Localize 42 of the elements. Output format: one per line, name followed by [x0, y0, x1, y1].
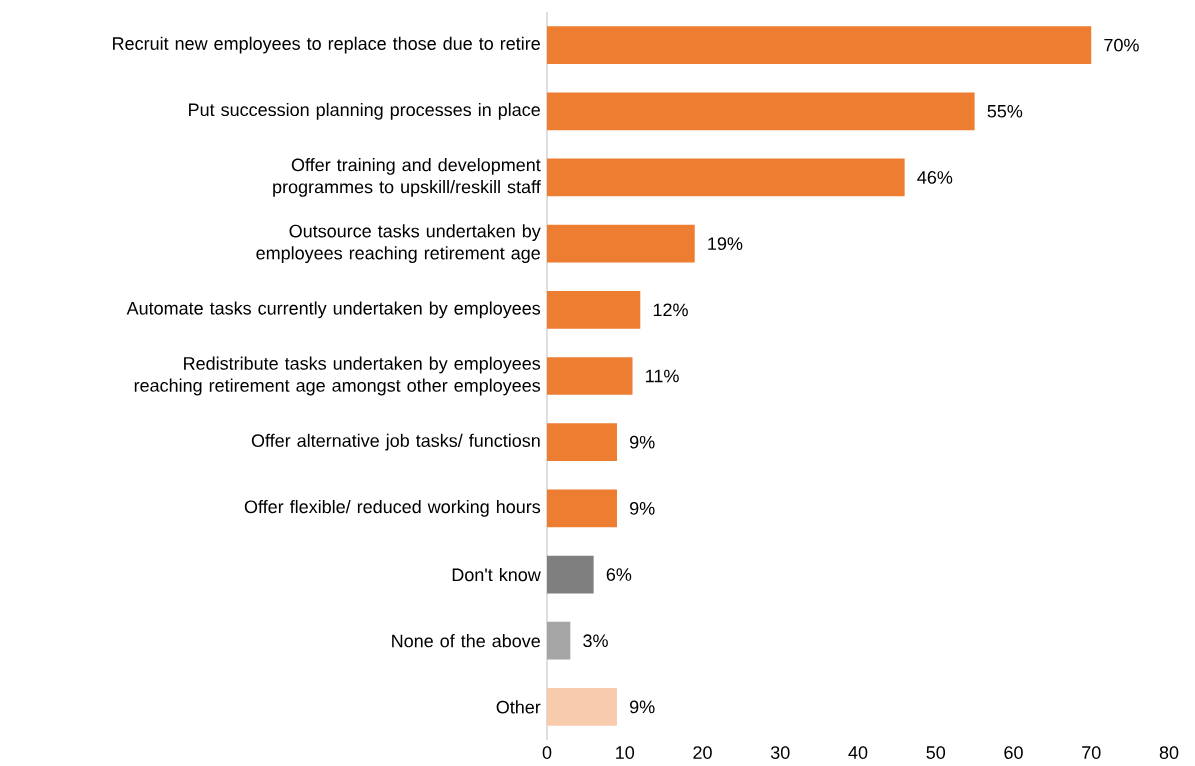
- x-tick-label: 70: [1082, 746, 1101, 759]
- bar: [547, 489, 617, 528]
- y-tick-label: Recruit new employees to replace those due to retire: [113, 36, 540, 54]
- y-tick-label: None of the above: [392, 634, 540, 648]
- y-tick-label: Put succession planning processes in place: [189, 102, 540, 120]
- y-tick-label: Offer flexible/ reduced working hours: [244, 499, 541, 517]
- data-label: 9%: [630, 435, 655, 449]
- y-tick-label: Automate tasks currently undertaken by employees: [126, 301, 541, 319]
- y-tick-label: Redistribute tasks undertaken by employees reaching retirement age amongst other employees: [134, 356, 541, 396]
- data-label: 19%: [708, 237, 743, 251]
- data-label: 55%: [987, 104, 1023, 118]
- x-tick-label: 20: [693, 746, 712, 759]
- bar: [547, 290, 641, 329]
- bar: [547, 92, 975, 131]
- y-tick-label: Offer training and development programmes to upskill/reskill staff: [273, 158, 541, 197]
- x-tick-label: 10: [616, 746, 635, 759]
- data-label: 46%: [917, 171, 953, 184]
- bar: [547, 423, 617, 462]
- y-tick-label: Other: [496, 700, 541, 714]
- bar: [547, 688, 617, 726]
- data-label: 9%: [630, 700, 655, 714]
- x-tick-label: 40: [848, 746, 868, 759]
- data-label: 3%: [583, 634, 608, 648]
- bar: [547, 357, 633, 395]
- y-tick-label: Outsource tasks undertaken by employees reaching retirement age: [256, 224, 541, 264]
- x-tick-label: 80: [1159, 746, 1179, 759]
- x-tick-label: 50: [926, 746, 946, 759]
- bar: [547, 158, 905, 197]
- bar: [547, 621, 571, 660]
- data-label: 12%: [653, 303, 688, 317]
- bar: [547, 555, 594, 594]
- data-label: 9%: [630, 501, 655, 515]
- data-label: 6%: [606, 568, 632, 581]
- data-label: 11%: [646, 369, 679, 383]
- y-tick-label: Don't know: [452, 567, 541, 582]
- x-tick-label: 60: [1004, 746, 1023, 759]
- data-label: 70%: [1104, 38, 1139, 52]
- bar: [547, 26, 1092, 64]
- x-tick-label: 30: [770, 746, 790, 759]
- y-tick-label: Offer alternative job tasks/ functiosn: [251, 433, 540, 451]
- bar: [547, 224, 695, 263]
- x-tick-label: 0: [542, 746, 552, 759]
